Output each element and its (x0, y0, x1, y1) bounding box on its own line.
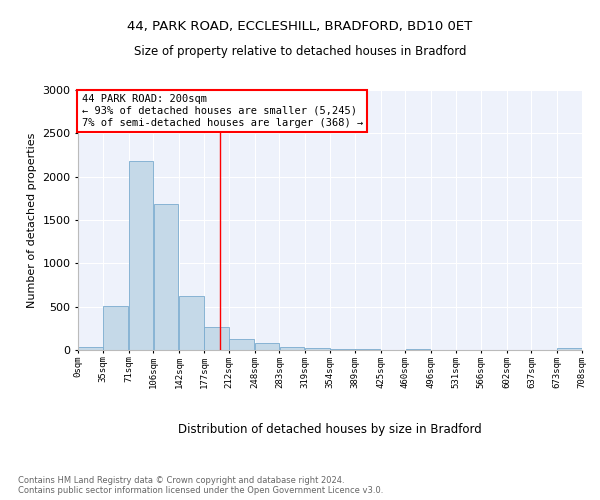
Bar (406, 348, 430, 350)
Bar (204, 326, 229, 350)
Text: Distribution of detached houses by size in Bradford: Distribution of detached houses by size … (178, 422, 482, 436)
Bar (129, 161, 153, 350)
Bar (154, 204, 178, 350)
Text: Size of property relative to detached houses in Bradford: Size of property relative to detached ho… (134, 45, 466, 58)
Bar (280, 347, 304, 350)
Bar (305, 348, 330, 350)
Text: 44 PARK ROAD: 200sqm
← 93% of detached houses are smaller (5,245)
7% of semi-det: 44 PARK ROAD: 200sqm ← 93% of detached h… (82, 94, 363, 128)
Text: 44, PARK ROAD, ECCLESHILL, BRADFORD, BD10 0ET: 44, PARK ROAD, ECCLESHILL, BRADFORD, BD1… (127, 20, 473, 33)
Bar (229, 338, 254, 350)
Bar (330, 349, 355, 350)
Bar (255, 343, 279, 350)
Bar (103, 306, 128, 350)
Text: Contains HM Land Registry data © Crown copyright and database right 2024.
Contai: Contains HM Land Registry data © Crown c… (18, 476, 383, 495)
Bar (179, 296, 204, 350)
Y-axis label: Number of detached properties: Number of detached properties (26, 132, 37, 308)
Bar (78, 348, 103, 350)
Bar (557, 348, 582, 350)
